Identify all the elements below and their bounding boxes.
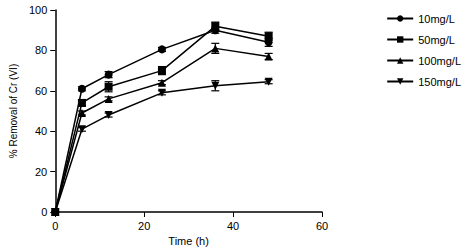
svg-text:50mg/L: 50mg/L bbox=[418, 34, 455, 46]
svg-text:10mg/L: 10mg/L bbox=[418, 13, 455, 25]
svg-text:20: 20 bbox=[35, 166, 47, 178]
svg-text:60: 60 bbox=[35, 85, 47, 97]
svg-text:60: 60 bbox=[316, 220, 328, 232]
svg-text:0: 0 bbox=[52, 220, 58, 232]
svg-text:20: 20 bbox=[138, 220, 150, 232]
svg-text:100: 100 bbox=[29, 4, 47, 16]
svg-text:40: 40 bbox=[35, 125, 47, 137]
svg-text:Time (h): Time (h) bbox=[168, 235, 209, 247]
svg-text:100mg/L: 100mg/L bbox=[418, 55, 461, 67]
svg-text:% Removal of Cr (VI): % Removal of Cr (VI) bbox=[8, 64, 19, 158]
svg-text:80: 80 bbox=[35, 44, 47, 56]
svg-text:0: 0 bbox=[41, 206, 47, 218]
svg-text:150mg/L: 150mg/L bbox=[418, 76, 461, 88]
svg-text:40: 40 bbox=[227, 220, 239, 232]
